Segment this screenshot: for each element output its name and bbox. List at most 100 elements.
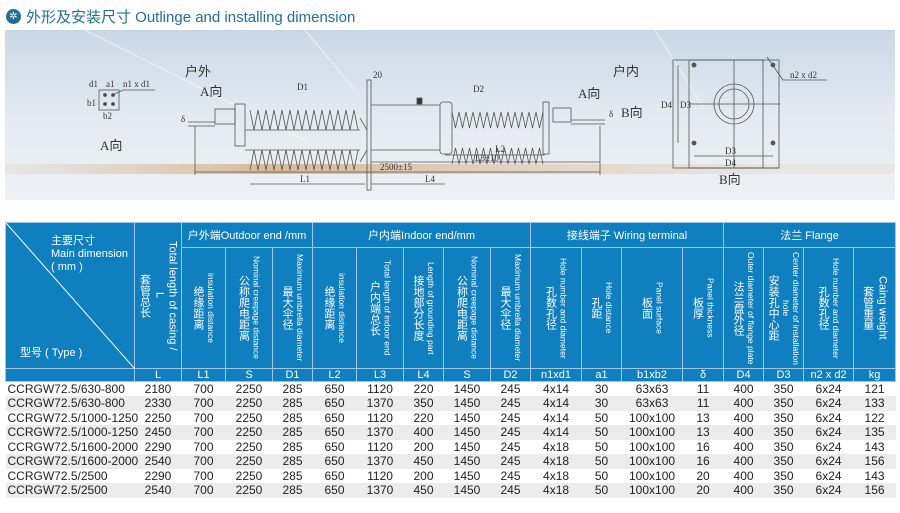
col-header-13: Outer diameter of flange plate 法兰盘外径 <box>723 247 765 369</box>
col-header-8: Maximum umbrella diameter 最大伞径 <box>490 247 532 369</box>
value-cell: 350 <box>403 396 444 411</box>
value-cell: 16 <box>682 454 724 469</box>
col-symbol: kg <box>853 368 897 382</box>
value-cell: 135 <box>853 425 896 440</box>
type-cell: CCRGW72.5/630-800 <box>7 382 125 396</box>
value-cell: 1450 <box>443 454 491 469</box>
col-header-en: Panel thickness <box>705 278 716 338</box>
col-symbol: n1xd1 <box>530 368 583 382</box>
value-cell: 4x14 <box>530 425 582 440</box>
col-header-en: Center diameter of installation hole <box>781 251 802 365</box>
value-cell: 2250 <box>225 454 273 469</box>
group-flange: 法兰 Flange <box>723 222 897 248</box>
col-symbol: b1xb2 <box>621 368 684 382</box>
value-cell: 2250 <box>235 468 263 483</box>
d1-label: D1 <box>297 82 308 92</box>
group-wiring: 接线端子 Wiring terminal <box>530 222 725 248</box>
col-header-zh: 户内端总长 <box>368 280 381 336</box>
value-cell: 50 <box>594 439 609 454</box>
value-cell: 245 <box>500 382 521 396</box>
value-cell: 2180 <box>144 382 172 396</box>
type-cell: CCRGW72.5/2500 <box>5 483 135 498</box>
value-cell: 13 <box>682 425 724 440</box>
value-cell: 6x24 <box>815 468 842 483</box>
value-cell: 400 <box>733 410 754 425</box>
col-header-zh: 最大伞径 <box>499 286 512 330</box>
value-cell: 650 <box>312 396 357 411</box>
outdoor-sheds <box>249 109 359 131</box>
value-cell: 700 <box>181 454 226 469</box>
a-view-top-label: A向 <box>200 84 222 99</box>
table-row: CCRGW72.5/630-800 2180 700 2250 285 650 1120 22… <box>6 382 896 397</box>
value-cell: 6x24 <box>803 425 854 440</box>
value-cell: 400 <box>733 468 754 483</box>
type-cell: CCRGW72.5/2500 <box>7 468 108 483</box>
value-cell: 285 <box>282 439 303 454</box>
value-cell: 122 <box>864 410 885 425</box>
value-cell: 285 <box>272 425 313 440</box>
value-cell: 700 <box>181 425 226 440</box>
bushing-logo-icon: ✲ <box>6 8 21 24</box>
type-cell: CCRGW72.5/1000-1250 <box>7 410 139 425</box>
value-cell: 400 <box>403 425 444 440</box>
table-row: CCRGW72.5/1000-1250 2250 700 2250 285 650 1120… <box>6 411 896 426</box>
value-cell: 2290 <box>144 468 172 483</box>
col-symbol: L1 <box>181 368 226 382</box>
value-cell: 1120 <box>367 382 393 396</box>
value-cell: 400 <box>723 425 764 440</box>
col-header-zh: 法兰盘外径 <box>732 280 745 336</box>
value-cell: 285 <box>272 396 313 411</box>
col-header-en: Hole number and diameter <box>558 257 569 359</box>
sky-background <box>5 30 895 200</box>
col-symbol: S <box>443 368 492 382</box>
value-cell: 1450 <box>453 439 481 454</box>
value-cell: 6x24 <box>803 396 854 411</box>
col-header-en: insulation distance <box>337 273 348 343</box>
table-row: CCRGW72.5/1600-2000 2540 700 2250 285 650 1370… <box>5 454 896 469</box>
col-symbol: D2 <box>490 368 532 382</box>
value-cell: 1120 <box>367 410 393 425</box>
value-cell: 156 <box>853 454 896 469</box>
value-cell: 2250 <box>235 410 263 425</box>
value-cell: 100x100 <box>629 439 676 454</box>
col-header-6: Length of grounding part 接地部分长度 <box>403 247 445 369</box>
value-cell: 1370 <box>356 483 404 498</box>
value-cell: 400 <box>723 454 764 469</box>
col-header-en: Panel surface <box>654 282 665 334</box>
value-cell: 11 <box>682 396 724 411</box>
value-cell: 30 <box>594 382 609 396</box>
value-cell: 4x14 <box>543 410 570 425</box>
col-header-15: Hole number and diameter 孔数孔径 <box>803 247 855 369</box>
outline-drawing: 户外 A向 A向 n1 x d1 a1 b1 b2 d1 δ D1 20 L1 … <box>5 30 895 200</box>
value-cell: 143 <box>864 439 885 454</box>
value-cell: 6x24 <box>803 483 854 498</box>
col-header-9: Hole number and diameter 孔数孔径 <box>530 247 583 369</box>
indoor-label: 户内 <box>613 64 639 79</box>
value-cell: 156 <box>853 483 896 498</box>
value-cell: 50 <box>581 483 622 498</box>
a-view-right-label: A向 <box>578 86 600 101</box>
value-cell: 245 <box>500 439 521 454</box>
value-cell: 4x18 <box>530 454 582 469</box>
value-cell: 2540 <box>134 454 182 469</box>
col-header-en: insulation distance <box>206 273 216 343</box>
value-cell: 63x63 <box>621 396 683 411</box>
col-header-zh: 绝缘距离 <box>192 286 204 330</box>
value-cell: 50 <box>594 410 609 425</box>
d4-label: D4 <box>661 100 672 110</box>
value-cell: 200 <box>413 439 434 454</box>
value-cell: 650 <box>324 382 345 396</box>
value-cell: 20 <box>682 483 724 498</box>
col-header-en: Hole number and diameter <box>831 257 842 359</box>
col-symbol: n2 x d2 <box>803 368 855 382</box>
outdoor-label: 户外 <box>185 64 211 79</box>
col-symbol: D1 <box>271 368 314 382</box>
main-dimension-en: Main dimension <box>51 248 129 260</box>
value-cell: 220 <box>413 410 434 425</box>
value-cell: 4x18 <box>530 483 582 498</box>
delta-indoor-label: δ <box>609 109 613 119</box>
value-cell: 2290 <box>144 439 172 454</box>
value-cell: 1120 <box>367 468 393 483</box>
flange <box>366 79 372 191</box>
value-cell: 400 <box>723 396 764 411</box>
